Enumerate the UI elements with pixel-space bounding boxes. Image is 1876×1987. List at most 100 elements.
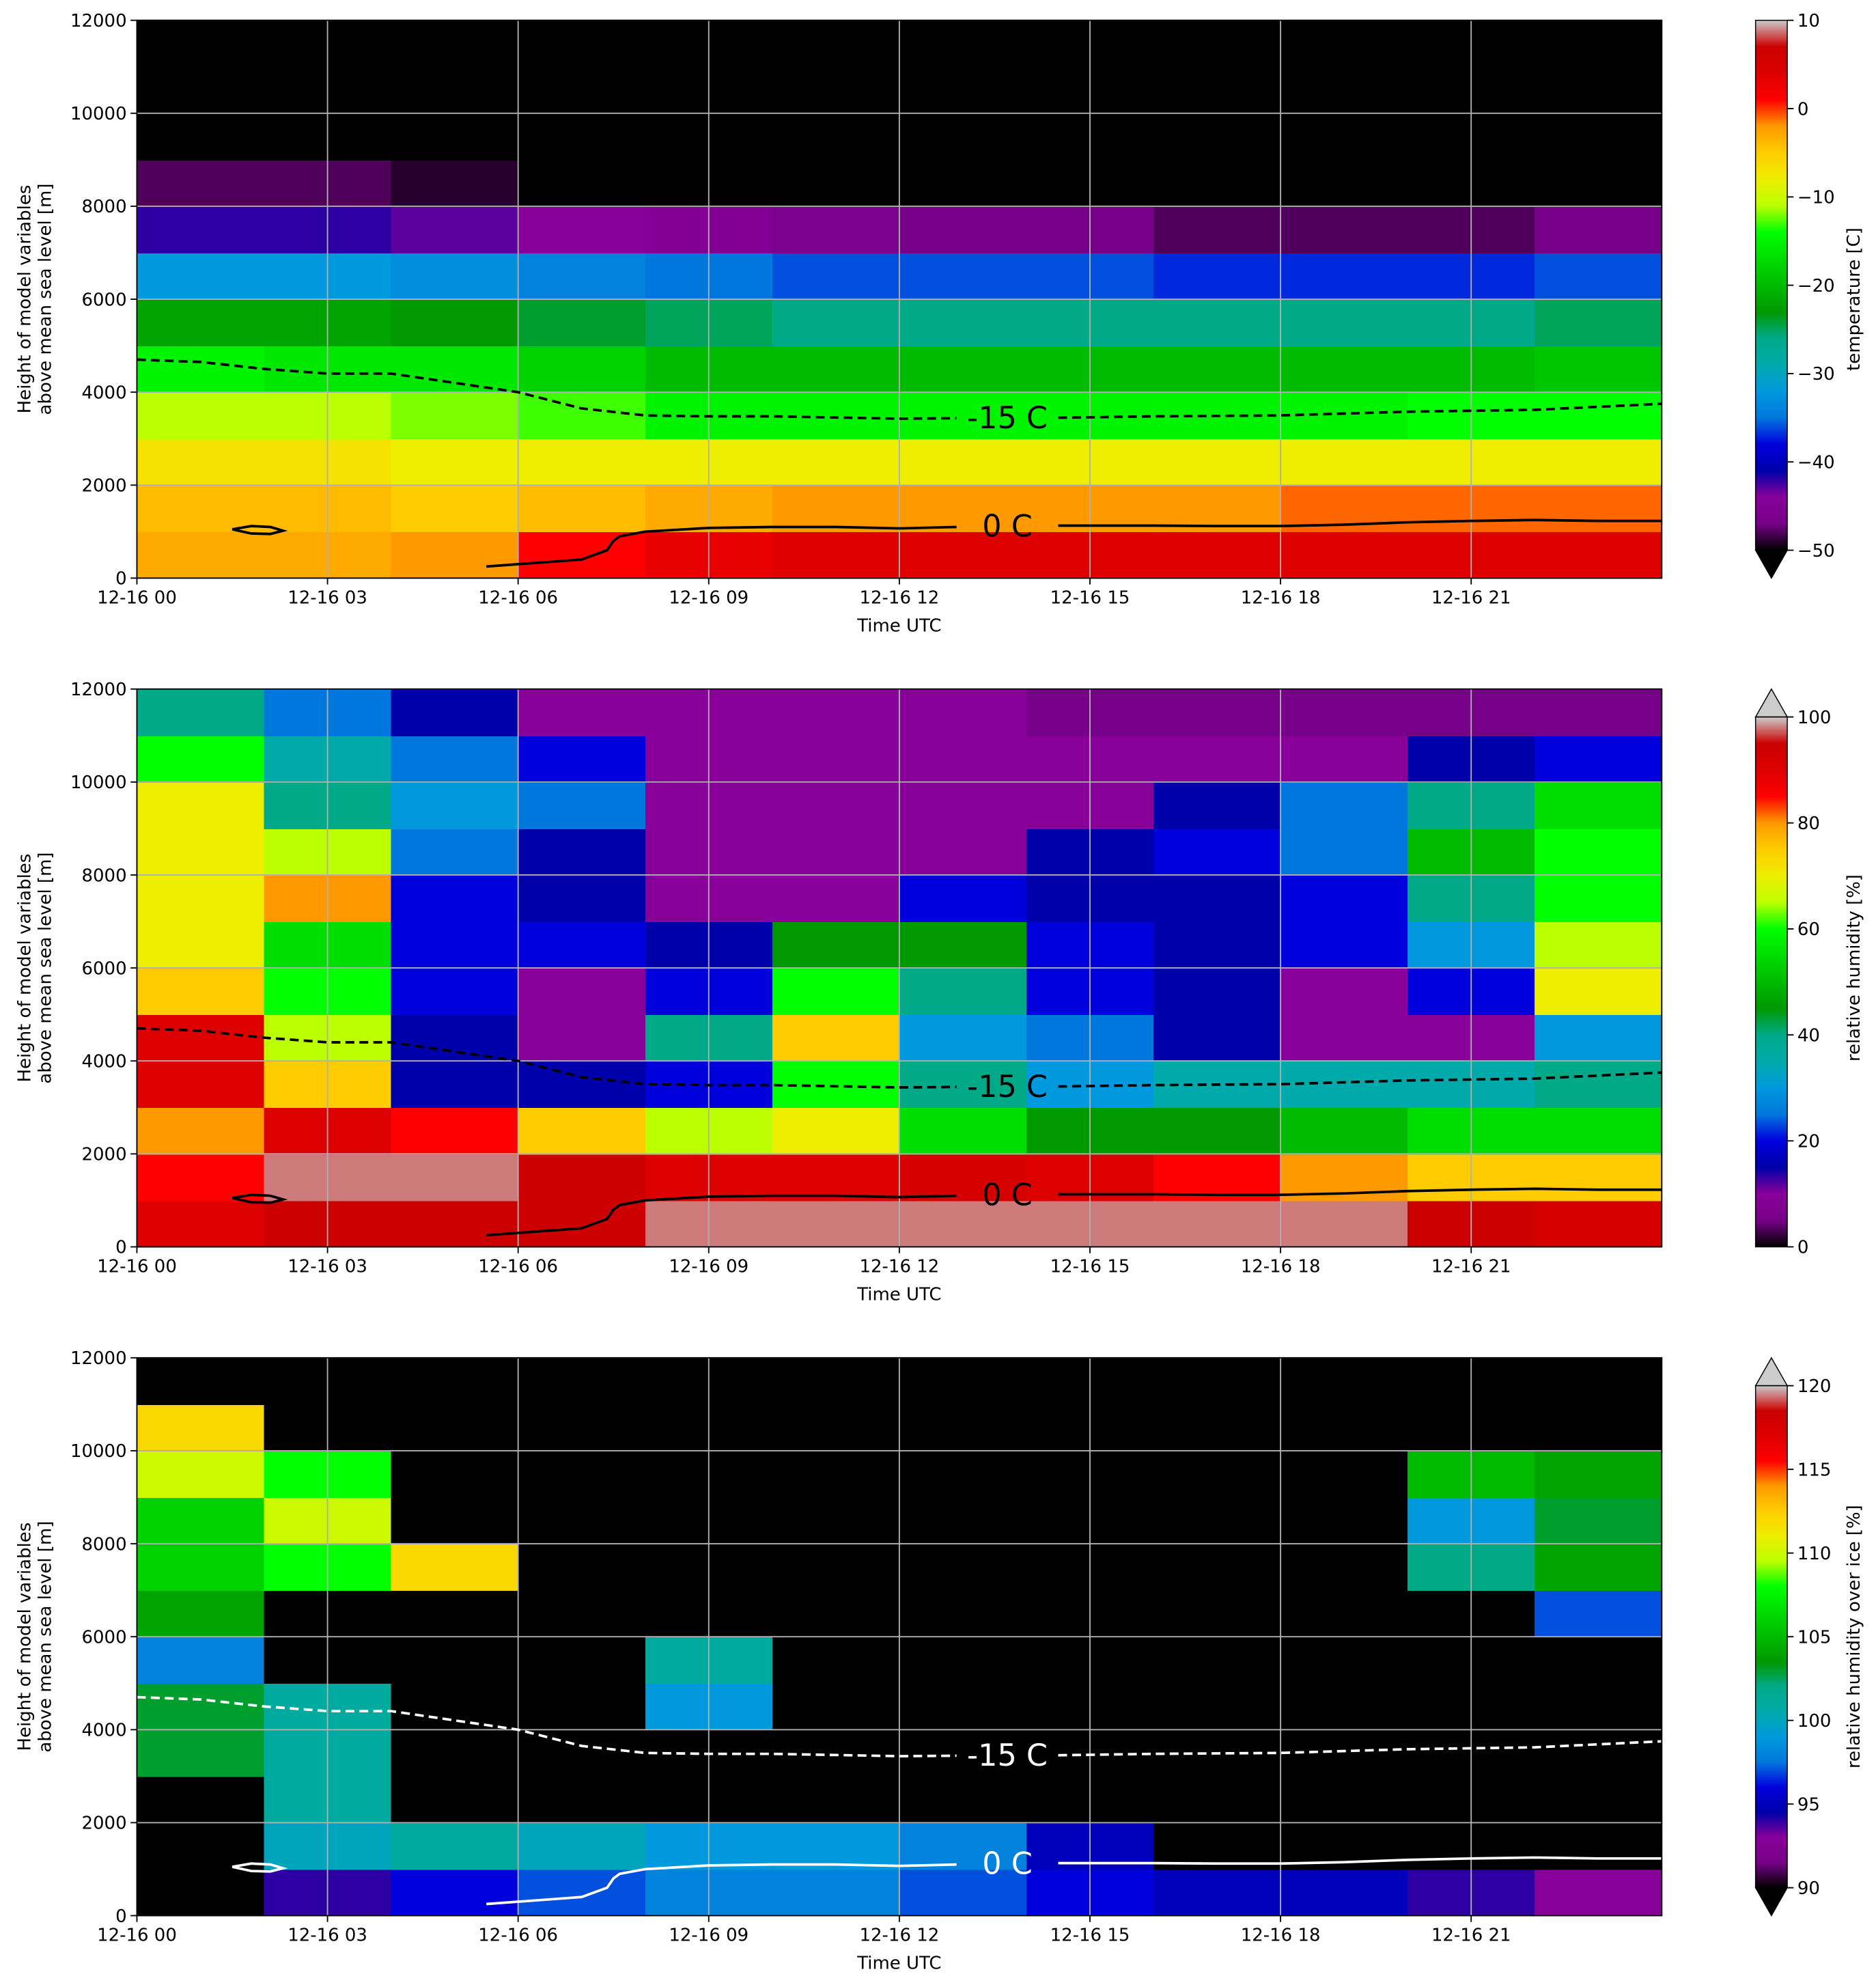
heatmap-cell <box>899 1154 1027 1201</box>
heatmap-cell <box>1280 1637 1409 1684</box>
colorbar-label: relative humidity over ice [%] <box>1844 1505 1864 1768</box>
heatmap-cell <box>518 828 646 876</box>
heatmap-cell <box>772 781 900 829</box>
heatmap-cell <box>772 1637 900 1684</box>
heatmap-cell <box>1535 346 1663 393</box>
heatmap-cell <box>772 1200 900 1248</box>
heatmap-cell <box>772 735 900 783</box>
heatmap-cell <box>1153 113 1282 161</box>
heatmap-cell <box>518 346 646 393</box>
heatmap-cell <box>899 252 1027 300</box>
colorbar-tick-label: 20 <box>1797 1132 1820 1152</box>
colorbar-tick-label: −20 <box>1797 276 1835 296</box>
heatmap-cell <box>1280 206 1409 253</box>
heatmap-cell <box>1280 1200 1409 1248</box>
x-tick-label: 12-16 18 <box>1241 1926 1321 1946</box>
heatmap-cell <box>391 828 519 876</box>
heatmap-cell <box>391 1590 519 1638</box>
heatmap-cell <box>1153 1590 1282 1638</box>
heatmap-cell <box>518 874 646 922</box>
heatmap-cell <box>1280 781 1409 829</box>
heatmap-cell <box>391 1822 519 1870</box>
heatmap-cell <box>772 206 900 253</box>
heatmap-cell <box>772 689 900 736</box>
colorbar-tick-label: 115 <box>1797 1460 1832 1480</box>
contour-line <box>232 1862 288 1873</box>
x-tick-label: 12-16 03 <box>288 1257 367 1277</box>
heatmap-cell <box>1535 1357 1663 1405</box>
heatmap-cell <box>1535 1450 1663 1498</box>
heatmap-cell <box>1535 874 1663 922</box>
heatmap-cell <box>1280 66 1409 114</box>
y-tick-label: 6000 <box>82 290 127 310</box>
heatmap-cell <box>518 921 646 969</box>
heatmap-cell <box>899 20 1027 68</box>
y-tick-label: 0 <box>115 1238 127 1258</box>
heatmap-cell <box>1153 1637 1282 1684</box>
heatmap-cell <box>391 921 519 969</box>
heatmap-cell <box>137 1107 265 1155</box>
y-tick-label: 2000 <box>82 1814 127 1834</box>
heatmap-cell <box>518 1497 646 1544</box>
heatmap-cell <box>137 1404 265 1451</box>
heatmap-cell <box>772 1154 900 1201</box>
contour-line <box>486 1856 1662 1906</box>
colorbar-tick-label: 60 <box>1797 919 1820 940</box>
heatmap-cell <box>1280 921 1409 969</box>
heatmap-cell <box>1535 1637 1663 1684</box>
heatmap-cell <box>772 1404 900 1451</box>
y-axis-label: Height of model variables <box>15 854 36 1083</box>
heatmap-cell <box>772 921 900 969</box>
heatmap-cell <box>1535 206 1663 253</box>
heatmap-cell <box>1535 921 1663 969</box>
heatmap-cell <box>1153 299 1282 347</box>
heatmap-cell <box>1280 1357 1409 1405</box>
heatmap-cell <box>518 1154 646 1201</box>
heatmap-cell <box>1280 968 1409 1016</box>
heatmap-cell <box>1153 1357 1282 1405</box>
y-tick-label: 12000 <box>70 680 127 700</box>
x-tick-label: 12-16 21 <box>1431 587 1511 608</box>
colorbar-tick-label: −50 <box>1797 541 1835 561</box>
heatmap-cell <box>137 1014 265 1062</box>
heatmap-cell <box>391 20 519 68</box>
colorbar-tick-label: −30 <box>1797 364 1835 385</box>
heatmap-cell <box>1535 1729 1663 1777</box>
heatmap-cell <box>1153 1497 1282 1544</box>
heatmap-cell <box>391 1637 519 1684</box>
heatmap-cell <box>772 485 900 533</box>
heatmap-cell <box>391 1683 519 1731</box>
heatmap-cell <box>772 1683 900 1731</box>
x-tick-label: 12-16 21 <box>1431 1257 1511 1277</box>
contour-label: 0 C <box>982 1177 1033 1212</box>
heatmap-cell <box>1153 735 1282 783</box>
colorbar-extend <box>1754 549 1789 579</box>
contour-line <box>137 358 1662 420</box>
x-tick-label: 12-16 03 <box>288 587 367 608</box>
heatmap-cell <box>1153 531 1282 579</box>
contour-label: 0 C <box>982 1846 1033 1881</box>
heatmap-cell <box>772 1776 900 1824</box>
heatmap-cell <box>1535 735 1663 783</box>
y-tick-label: 4000 <box>82 1721 127 1741</box>
heatmap-cell <box>1153 874 1282 922</box>
heatmap-cell <box>137 66 265 114</box>
heatmap-cell <box>137 1061 265 1109</box>
heatmap-cell <box>1280 735 1409 783</box>
heatmap-cell <box>518 689 646 736</box>
heatmap-cell <box>772 299 900 347</box>
heatmap-cell <box>1280 531 1409 579</box>
heatmap-cell <box>899 1590 1027 1638</box>
x-tick-label: 12-16 00 <box>97 1926 177 1946</box>
contour-line <box>137 1695 1662 1757</box>
heatmap-cell <box>391 1357 519 1405</box>
heatmap-cell <box>1153 346 1282 393</box>
x-tick-label: 12-16 21 <box>1431 1926 1511 1946</box>
contour-line <box>232 525 288 536</box>
heatmap-cell <box>137 113 265 161</box>
x-tick-label: 12-16 06 <box>478 587 558 608</box>
heatmap-cell <box>772 1107 900 1155</box>
colorbar-tick-label: 120 <box>1797 1376 1832 1397</box>
contour-line <box>137 1027 1662 1089</box>
